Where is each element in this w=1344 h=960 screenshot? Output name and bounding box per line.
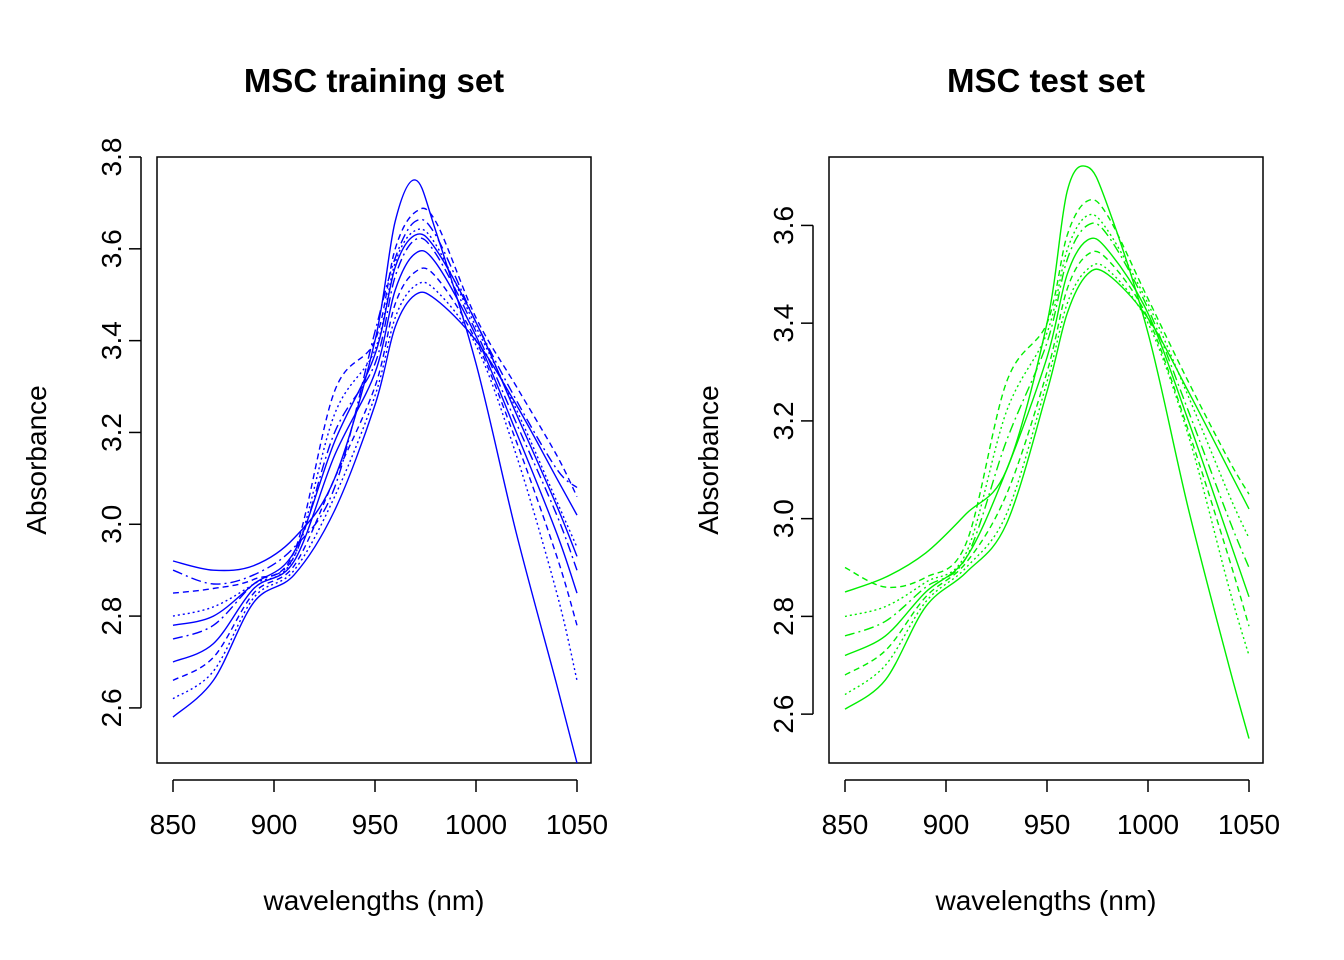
x-axis-label-training: wavelengths (nm)	[263, 885, 485, 916]
x-tick-label: 1050	[1218, 809, 1280, 840]
series-line	[172, 207, 578, 594]
series-line	[844, 222, 1250, 637]
series-line	[844, 268, 1250, 710]
panel-test: MSC test set 850 900 950 1000 1050 2.6 2.8 3.0…	[693, 62, 1280, 916]
series-line	[844, 165, 1250, 739]
series-line	[844, 198, 1250, 589]
y-axis-training: 2.6 2.8 3.0 3.2 3.4 3.6 3.8	[96, 138, 142, 727]
x-tick-label: 900	[923, 809, 970, 840]
series-line	[172, 267, 578, 682]
x-tick-label: 850	[150, 809, 197, 840]
y-axis-label-test: Absorbance	[693, 385, 724, 534]
x-tick-label: 1000	[1117, 809, 1179, 840]
y-tick-label: 3.4	[768, 304, 799, 343]
series-lines-training	[172, 179, 578, 764]
x-tick-label: 1050	[546, 809, 608, 840]
x-tick-label: 950	[352, 809, 399, 840]
plot-frame-test	[828, 156, 1264, 764]
plot-frame-training	[156, 156, 592, 764]
y-tick-label: 3.0	[768, 499, 799, 538]
y-tick-label: 3.2	[96, 413, 127, 452]
series-line	[172, 237, 578, 640]
y-tick-label: 3.8	[96, 138, 127, 177]
series-line	[172, 233, 578, 626]
series-line	[172, 249, 578, 663]
x-axis-test: 850 900 950 1000 1050	[822, 779, 1280, 840]
panel-training: MSC training set 850 900 950 1000 1050 2.62.…	[21, 62, 608, 916]
chart-title-test: MSC test set	[947, 62, 1145, 99]
series-lines-test	[844, 165, 1250, 739]
x-tick-label: 850	[822, 809, 869, 840]
y-tick-label: 2.8	[768, 597, 799, 636]
y-tick-label: 3.0	[96, 505, 127, 544]
x-tick-label: 900	[251, 809, 298, 840]
y-axis-test: 2.6 2.8 3.0 3.2 3.4 3.6	[768, 206, 814, 734]
y-tick-label: 3.6	[768, 206, 799, 245]
series-line	[172, 291, 578, 718]
series-line	[172, 281, 578, 700]
y-axis-label-training: Absorbance	[21, 385, 52, 534]
x-tick-label: 1000	[445, 809, 507, 840]
x-tick-label: 950	[1024, 809, 1071, 840]
y-tick-label: 3.4	[96, 321, 127, 360]
y-tick-label: 3.2	[768, 401, 799, 440]
y-tick-label: 2.6	[96, 688, 127, 727]
series-line	[172, 179, 578, 764]
y-tick-label: 2.8	[96, 597, 127, 636]
series-line	[844, 250, 1250, 676]
series-line	[844, 263, 1250, 696]
chart-title-training: MSC training set	[244, 62, 504, 99]
x-axis-label-test: wavelengths (nm)	[935, 885, 1157, 916]
series-line	[844, 237, 1250, 657]
series-line	[844, 213, 1250, 618]
x-axis-training: 850 900 950 1000 1050	[150, 779, 608, 840]
series-line	[172, 218, 578, 585]
y-tick-label: 2.6	[768, 695, 799, 734]
y-tick-label: 3.6	[96, 229, 127, 268]
